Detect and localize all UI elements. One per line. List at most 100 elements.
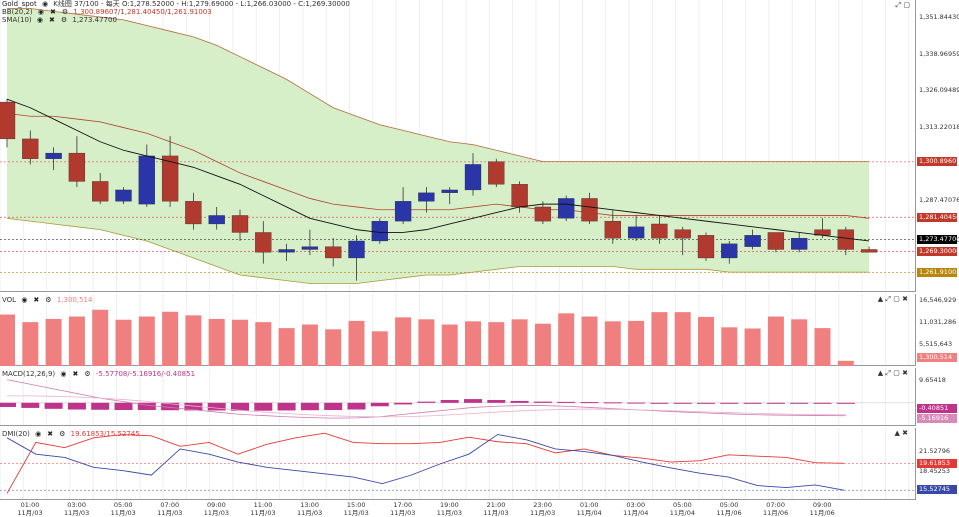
expand-icon[interactable]: ⤢ <box>895 1 902 9</box>
macd-line <box>6 379 846 419</box>
eye-icon[interactable]: ◉ <box>35 430 42 438</box>
macd-histogram-bar <box>370 402 389 407</box>
price-chart[interactable] <box>0 0 916 292</box>
candle <box>604 220 621 239</box>
eye-icon[interactable]: ◉ <box>37 8 44 16</box>
candle <box>860 249 878 253</box>
bb-label: BB(20,2) <box>2 8 33 16</box>
macd-legend: MACD(12,26,9) ◉ ✖ ⚙ -5.57708/-5.16916/-0.4… <box>2 370 195 379</box>
close-icon[interactable]: ✖ <box>72 370 79 378</box>
price-axis: 1,351.84430 1,338.96959 1,326.09489 1,313.2… <box>916 0 959 292</box>
time-tick-label: 05:00 <box>114 501 133 509</box>
candle <box>511 184 528 208</box>
arrow-up-icon[interactable]: ▲ <box>877 295 884 303</box>
sma-line <box>6 98 870 242</box>
price-pane[interactable]: Gold_spot ◉ K线图 37/100 - 每天 O:1,278.5200… <box>0 0 916 292</box>
candle <box>697 235 715 259</box>
macd-pane[interactable]: MACD(12,26,9) ◉ ✖ ⚙ -5.57708/-5.16916/-0.4… <box>0 368 916 426</box>
expand-icon[interactable]: ⤢ <box>885 295 892 303</box>
gear-icon[interactable]: ⚙ <box>60 16 68 24</box>
candle <box>674 229 691 239</box>
candle <box>558 198 575 219</box>
close-icon[interactable]: ✖ <box>47 430 54 438</box>
close-icon[interactable]: ✖ <box>48 16 55 24</box>
candle <box>441 189 458 193</box>
expand-icon[interactable]: ⤢ <box>885 369 892 377</box>
date-tick-label: 11月/03 <box>157 509 182 517</box>
dmi-pane[interactable]: DMI(20) ◉ ✖ ⚙ 19.61853/15.52745 ▲ ✖ <box>0 428 916 500</box>
pane-controls: ⤢ ▢ <box>896 1 910 10</box>
close-icon[interactable]: ✖ <box>33 296 40 304</box>
time-tick-label: 21:00 <box>487 501 506 509</box>
volume-tick-label: 5,515,643 <box>919 340 953 348</box>
macd-tag: -0.40851 <box>917 404 957 413</box>
macd-histogram-bar <box>464 399 482 403</box>
price-tick-label: 1,326.09489 <box>919 86 959 95</box>
date-tick-label: 11月/03 <box>17 509 42 517</box>
macd-histogram-bar <box>417 401 436 403</box>
time-tick-label: 05:00 <box>720 501 739 509</box>
volume-bar <box>45 318 62 366</box>
pane-background <box>0 428 916 500</box>
sma-value: 1,273.47700 <box>72 16 117 24</box>
eye-icon[interactable]: ◉ <box>36 16 43 24</box>
volume-bar <box>418 319 435 366</box>
restore-icon[interactable]: ▢ <box>903 1 910 9</box>
close-pane-icon[interactable]: ✖ <box>902 295 908 303</box>
arrow-up-icon[interactable]: ▲ <box>894 429 900 437</box>
eye-icon[interactable]: ◉ <box>41 0 49 8</box>
candle <box>371 220 388 242</box>
arrow-up-icon[interactable]: ▲ <box>877 369 884 377</box>
candle <box>45 152 62 159</box>
close-icon[interactable]: ✖ <box>50 8 56 16</box>
candle <box>837 229 854 250</box>
macd-histogram-bar <box>720 402 739 404</box>
date-tick-label: 11月/06 <box>810 509 835 517</box>
date-tick-label: 11月/03 <box>483 509 508 517</box>
macd-chart[interactable] <box>0 368 916 426</box>
time-axis: 01:0011月/0303:0011月/0305:0011月/0307:0011… <box>17 501 835 517</box>
macd-histogram-bar <box>766 402 785 404</box>
volume-bar <box>581 316 598 366</box>
price-tag: 1,261.91003 <box>917 267 959 277</box>
macd-tag: -5.16916 <box>917 414 957 423</box>
time-tick-label: 13:00 <box>300 501 319 509</box>
macd-histogram-bar <box>137 402 156 410</box>
volume-bar <box>185 315 202 366</box>
eye-icon[interactable]: ◉ <box>21 296 28 304</box>
candle <box>92 181 109 202</box>
candle <box>68 152 86 182</box>
volume-bar <box>92 309 109 366</box>
gear-icon[interactable]: ⚙ <box>59 430 66 438</box>
macd-histogram-bar <box>21 402 40 408</box>
candle <box>231 215 249 233</box>
macd-histogram-bar <box>813 402 832 404</box>
volume-bar <box>68 316 85 366</box>
volume-bar <box>441 324 458 366</box>
macd-histogram-bar <box>836 402 855 404</box>
dmi-legend: DMI(20) ◉ ✖ ⚙ 19.61853/15.52745 <box>2 430 140 439</box>
gear-icon[interactable]: ⚙ <box>84 370 91 378</box>
eye-icon[interactable]: ◉ <box>60 370 67 378</box>
volume-bar <box>604 321 621 366</box>
price-tick-label: 1,351.84430 <box>919 13 959 22</box>
date-tick-label: 11月/03 <box>437 509 462 517</box>
volume-chart[interactable] <box>0 294 916 366</box>
gear-icon[interactable]: ⚙ <box>45 296 52 304</box>
volume-pane[interactable]: VOL ◉ ✖ ⚙ 1,300,514 ▲ ⤢ ▢ ✖ <box>0 294 916 366</box>
volume-bar <box>278 328 295 366</box>
dmi-chart[interactable] <box>0 428 916 500</box>
volume-tick-label: 11,031,286 <box>919 318 957 326</box>
volume-bar <box>208 318 225 366</box>
close-pane-icon[interactable]: ✖ <box>902 369 908 377</box>
date-tick-label: 11月/03 <box>204 509 229 517</box>
close-pane-icon[interactable]: ✖ <box>902 429 908 437</box>
macd-histogram-bar <box>790 402 809 404</box>
gear-icon[interactable]: ⚙ <box>61 8 69 16</box>
macd-histogram-bar <box>0 402 16 407</box>
restore-icon[interactable]: ▢ <box>893 369 900 377</box>
candle <box>767 232 785 250</box>
candle <box>22 138 39 159</box>
restore-icon[interactable]: ▢ <box>893 295 900 303</box>
